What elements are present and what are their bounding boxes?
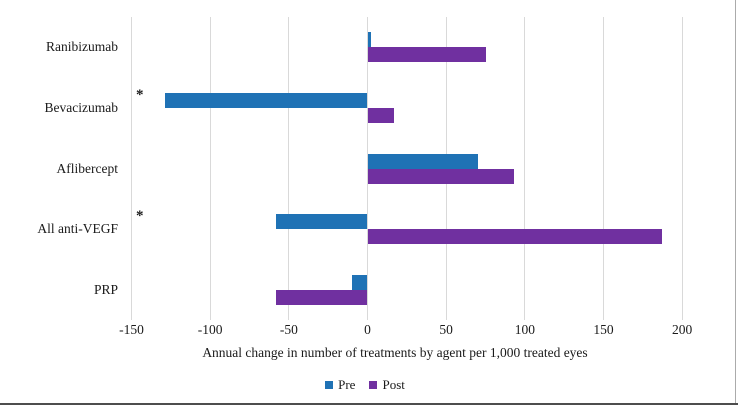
- bar-pre: [164, 92, 368, 108]
- x-tick-label: -150: [119, 322, 144, 337]
- legend-label: Pre: [338, 377, 356, 392]
- significance-asterisk: *: [136, 86, 144, 103]
- bar-pre: [351, 274, 368, 290]
- gridline: [603, 17, 604, 320]
- gridline: [209, 17, 211, 320]
- significance-asterisk: *: [136, 208, 144, 225]
- category-label: Aflibercept: [56, 160, 118, 176]
- x-tick-label: 150: [593, 322, 614, 337]
- x-tick-label: -50: [279, 322, 298, 337]
- gridline: [681, 17, 683, 320]
- category-label: PRP: [93, 281, 118, 297]
- bar-post: [367, 107, 395, 123]
- legend-item: Post: [369, 377, 405, 393]
- bar-pre: [367, 32, 371, 48]
- x-tick-label: 50: [439, 322, 453, 337]
- x-axis-title: Annual change in number of treatments by…: [202, 345, 588, 360]
- gridline: [130, 17, 132, 320]
- legend-swatch: [325, 381, 334, 389]
- category-label: Ranibizumab: [46, 39, 118, 55]
- x-tick-label: 0: [364, 322, 371, 337]
- gridline: [288, 17, 290, 320]
- window-bottom-edge: [0, 403, 738, 405]
- x-tick-label: -100: [197, 322, 223, 337]
- legend: Pre Post: [0, 377, 730, 393]
- category-label: Bevacizumab: [44, 99, 118, 115]
- bar-post: [276, 289, 368, 305]
- bar-post: [367, 47, 486, 63]
- x-tick-label: 100: [514, 322, 535, 337]
- bar-post: [367, 229, 662, 245]
- bar-pre: [276, 214, 368, 230]
- gridline: [524, 17, 526, 320]
- x-tick-label: 200: [672, 322, 693, 337]
- legend-label: Post: [382, 377, 405, 392]
- legend-swatch: [369, 381, 378, 389]
- window-right-border: [735, 0, 736, 403]
- category-label: All anti-VEGF: [37, 221, 118, 237]
- bar-post: [367, 168, 514, 184]
- bar-pre: [367, 153, 478, 169]
- legend-item: Pre: [325, 377, 355, 393]
